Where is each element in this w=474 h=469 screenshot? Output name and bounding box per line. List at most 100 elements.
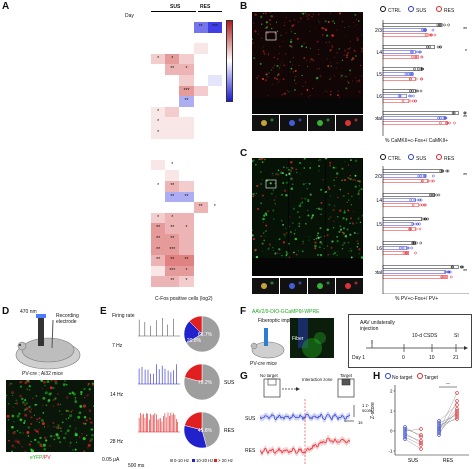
heatmap-sus-bracket: [151, 11, 196, 12]
heatmap-cell: **: [165, 276, 180, 287]
heatmap-star: **: [170, 193, 175, 200]
cell-dot: [347, 164, 350, 166]
cell-dot: [290, 175, 292, 177]
cell-dot: [14, 403, 16, 405]
heatmap-cell: *: [151, 212, 166, 224]
cell-dot: [300, 93, 302, 95]
c-point: [410, 246, 414, 250]
c-point: [420, 179, 424, 183]
c-point: [419, 203, 422, 207]
heatmap-cell: [193, 159, 208, 171]
cell-dot: [318, 160, 319, 162]
g-arena-icons: [263, 378, 355, 398]
cell-dot: [266, 73, 268, 76]
cell-dot: [93, 405, 94, 407]
c-point: [419, 174, 423, 178]
f-virus-label: AAV2/9-DIO-GCaMP6f-WPRE: [252, 309, 320, 315]
e-firing-rate-label: Firing rate: [112, 313, 135, 319]
cell-dot: [50, 380, 53, 382]
g-res-label: RES: [245, 448, 256, 454]
b-bar: [382, 28, 427, 32]
cell-dot: [36, 418, 38, 420]
cell-dot: [303, 42, 305, 45]
cell-dot: [54, 426, 56, 428]
cell-dot: [291, 183, 294, 186]
cell-dot: [320, 236, 322, 238]
heatmap-cell: [179, 159, 194, 171]
c-bar: [382, 270, 446, 274]
f-si-label: SI: [454, 333, 459, 339]
cell-dot: [329, 161, 332, 164]
cell-dot: [266, 76, 269, 78]
heatmap-cell: [207, 191, 222, 203]
cell-dot: [339, 72, 341, 74]
cell-dot: [353, 232, 356, 234]
cell-dot: [272, 67, 274, 69]
cell-dot: [55, 433, 59, 437]
cell-dot: [360, 187, 363, 191]
heatmap-cell: [151, 22, 166, 33]
heatmap-star: **: [198, 204, 203, 211]
cell-dot: [277, 173, 280, 176]
cell-dot: [20, 381, 23, 383]
cell-dot: [341, 179, 343, 181]
heatmap-cell: [179, 234, 194, 245]
cell-dot: [41, 446, 44, 448]
cell-dot: [57, 436, 61, 440]
b-point: [411, 89, 415, 93]
cell-dot: [54, 381, 58, 385]
heatmap-cell: [165, 149, 180, 160]
b-image-column: [289, 12, 325, 98]
h-point-no-target: [403, 437, 407, 441]
cell-dot: [252, 158, 254, 160]
c-row-label: Total: [375, 270, 382, 276]
cell-dot: [57, 393, 59, 395]
h-pair-line: [404, 432, 422, 444]
cell-dot: [274, 202, 276, 205]
cell-dot: [21, 401, 25, 404]
c-point: [422, 174, 426, 178]
c-point: [421, 203, 424, 207]
heatmap-cell: [151, 75, 166, 86]
cell-dot: [22, 432, 24, 434]
e-legend-item: 10-20 Hz: [192, 458, 213, 463]
cell-dot: [87, 384, 89, 387]
heatmap-cell: [193, 149, 208, 160]
cell-dot: [307, 209, 309, 211]
heatmap-cell: [165, 138, 180, 150]
cell-dot: [348, 250, 350, 252]
heatmap-cell: [165, 75, 180, 86]
cell-dot: [356, 240, 359, 243]
cell-dot: [42, 412, 45, 414]
cell-dot: [82, 404, 86, 408]
cell-dot: [297, 250, 299, 252]
b-sig: **: [463, 115, 467, 121]
heatmap-star: ***: [211, 24, 218, 30]
cell-dot: [28, 443, 32, 446]
cell-dot: [324, 12, 326, 14]
cell-dot: [75, 427, 77, 430]
cell-dot: [290, 31, 293, 33]
cell-dot: [30, 408, 32, 410]
c-point: [460, 265, 464, 269]
cell-dot: [339, 225, 342, 228]
cell-dot: [319, 158, 321, 161]
e-pie-group-label: RES: [224, 428, 235, 434]
heatmap-star: *: [157, 130, 160, 136]
heatmap-star: *: [185, 225, 188, 232]
cell-dot: [349, 222, 351, 224]
b-merge-tile: [280, 115, 307, 131]
legend-text: CTRL: [388, 8, 402, 14]
legend-text: SUS: [416, 8, 427, 14]
b-point: [415, 50, 419, 54]
cell-dot: [323, 247, 325, 250]
cell-dot: [285, 17, 287, 19]
heatmap-cell: [193, 75, 208, 86]
heatmap-cell: [193, 43, 208, 54]
cell-dot: [288, 91, 290, 93]
cell-dot: [339, 76, 343, 79]
cell-dot: [287, 168, 290, 171]
cell-dot: [293, 18, 296, 21]
heatmap-cell: [179, 149, 194, 160]
